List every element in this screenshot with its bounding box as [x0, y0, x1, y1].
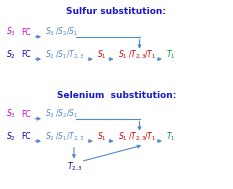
Text: $T_1$: $T_1$ — [166, 48, 175, 61]
Text: $/S_1$: $/S_1$ — [55, 130, 67, 143]
Text: FC: FC — [21, 132, 31, 141]
Text: $T_1$: $T_1$ — [166, 130, 175, 143]
Text: FC: FC — [21, 50, 31, 59]
Text: $/T_{2,3}$: $/T_{2,3}$ — [127, 131, 146, 143]
Text: $S_3$: $S_3$ — [6, 26, 16, 38]
Text: $S_3$: $S_3$ — [45, 26, 55, 38]
Text: $/T_1$: $/T_1$ — [144, 48, 156, 61]
Text: $/T_{2,3}$: $/T_{2,3}$ — [127, 49, 146, 61]
Text: $S_3$: $S_3$ — [6, 108, 16, 120]
Text: Sulfur substitution:: Sulfur substitution: — [66, 7, 167, 16]
Text: $S_1$: $S_1$ — [118, 48, 127, 61]
Text: $/S_2$: $/S_2$ — [55, 108, 67, 120]
Text: $S_2$: $S_2$ — [45, 48, 54, 61]
Text: $/T_1$: $/T_1$ — [144, 130, 156, 143]
Text: $S_2$: $S_2$ — [6, 48, 16, 61]
Text: $S_1$: $S_1$ — [118, 130, 127, 143]
Text: $/T_{2,3}$: $/T_{2,3}$ — [66, 131, 85, 143]
Text: FC: FC — [21, 28, 31, 37]
Text: $T_{2,3}$: $T_{2,3}$ — [67, 160, 83, 173]
Text: $S_1$: $S_1$ — [97, 130, 107, 143]
Text: $/S_1$: $/S_1$ — [66, 26, 79, 38]
Text: $S_2$: $S_2$ — [6, 130, 16, 143]
Text: FC: FC — [21, 110, 31, 119]
Text: $S_2$: $S_2$ — [45, 130, 54, 143]
Text: $/S_2$: $/S_2$ — [55, 26, 67, 38]
Text: $/S_1$: $/S_1$ — [55, 48, 67, 61]
Text: $S_3$: $S_3$ — [45, 108, 55, 120]
Text: Selenium  substitution:: Selenium substitution: — [57, 91, 176, 100]
Text: $/T_{2,3}$: $/T_{2,3}$ — [66, 49, 85, 61]
Text: $S_1$: $S_1$ — [97, 48, 107, 61]
Text: $/S_1$: $/S_1$ — [66, 108, 79, 120]
